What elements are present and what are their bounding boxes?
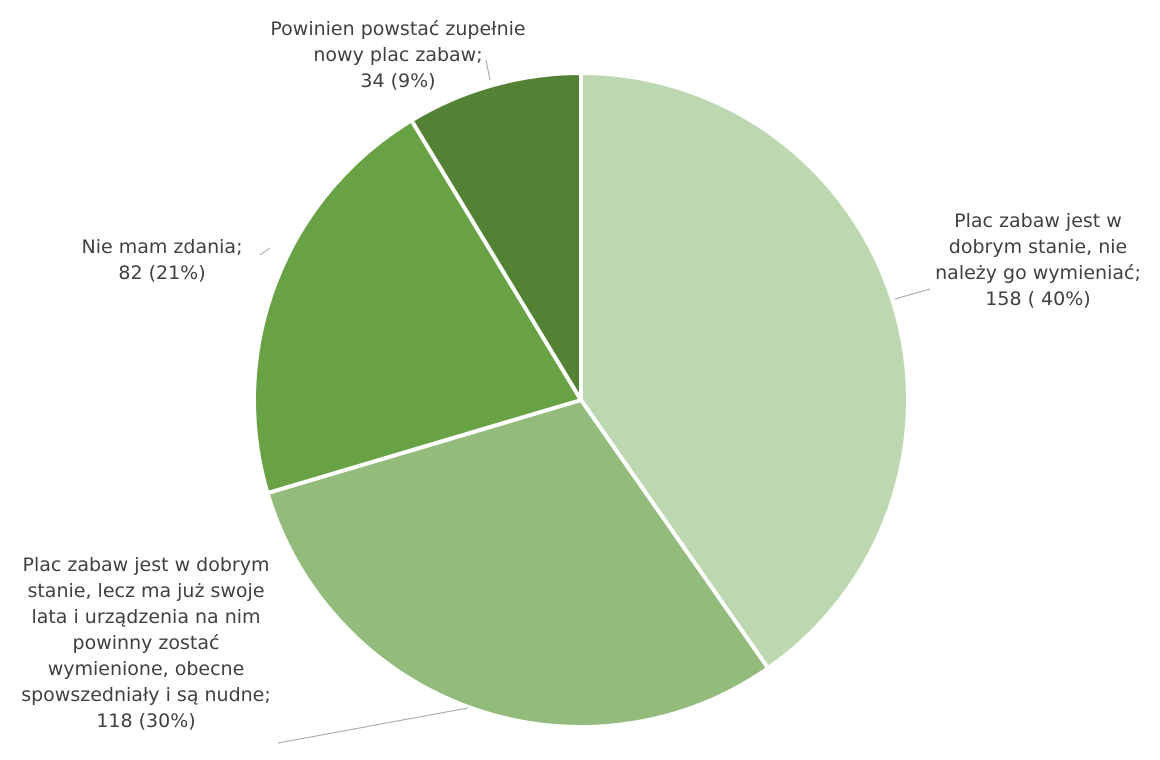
slice-label-text: Plac zabaw jest w dobrym stanie, nie nal… (935, 210, 1141, 284)
slice-label-text: Powinien powstać zupełnie nowy plac zaba… (270, 18, 526, 66)
slice-needs-replacement (265, 398, 771, 729)
slice-value-text: 34 (9%) (360, 70, 436, 92)
leader-line (485, 59, 491, 81)
leader-line (277, 707, 469, 744)
slice-value-text: 82 (21%) (118, 262, 206, 284)
slice-label-new-playground: Powinien powstać zupełnie nowy plac zaba… (238, 16, 558, 94)
slice-label-no-opinion: Nie mam zdania; 82 (21%) (52, 234, 272, 286)
leader-line (259, 247, 271, 256)
slice-label-text: Nie mam zdania; (81, 236, 243, 258)
slice-value-text: 158 ( 40%) (985, 288, 1091, 310)
slice-label-text: Plac zabaw jest w dobrym stanie, lecz ma… (21, 554, 271, 706)
leader-line (894, 288, 931, 300)
slice-no-opinion (252, 118, 583, 496)
slice-label-good-condition: Plac zabaw jest w dobrym stanie, nie nal… (922, 208, 1154, 312)
slice-label-needs-replacement: Plac zabaw jest w dobrym stanie, lecz ma… (0, 552, 292, 734)
slice-value-text: 118 (30%) (96, 710, 196, 732)
slice-good-condition (579, 71, 910, 671)
slice-new-playground (409, 71, 583, 402)
